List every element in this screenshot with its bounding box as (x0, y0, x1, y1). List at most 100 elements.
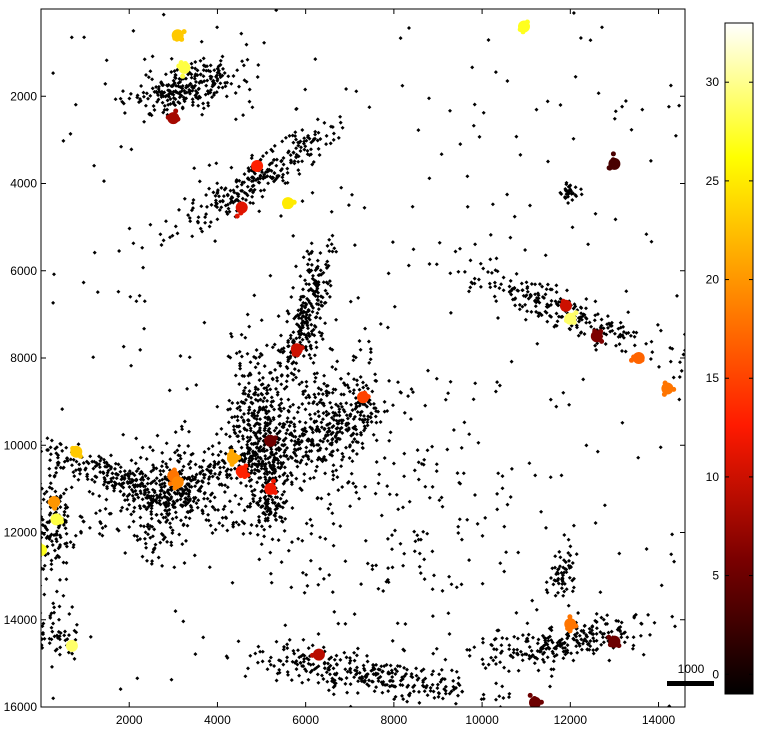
hotspot-point (611, 164, 617, 170)
x-tick-label: 12000 (554, 713, 588, 727)
point (207, 475, 212, 479)
point (210, 95, 214, 100)
point (311, 138, 316, 143)
point (215, 191, 220, 196)
point (330, 125, 335, 129)
point (256, 439, 261, 444)
point (257, 209, 262, 214)
hotspot-point (663, 387, 668, 393)
point (331, 137, 336, 142)
hotspot-point (228, 456, 234, 462)
point (291, 372, 296, 377)
point (240, 434, 245, 439)
point (154, 85, 159, 89)
point (226, 74, 231, 79)
point (219, 185, 224, 190)
x-tick-label: 10000 (465, 713, 499, 727)
point (171, 96, 176, 100)
point (216, 85, 221, 90)
point (305, 249, 310, 254)
hotspot-point (593, 334, 599, 340)
point (203, 215, 208, 220)
point (152, 108, 157, 112)
point (245, 184, 250, 189)
point (295, 313, 300, 317)
point (285, 373, 290, 378)
point (302, 320, 307, 325)
point (161, 110, 166, 115)
point (190, 201, 195, 206)
point (223, 80, 228, 85)
point (313, 315, 318, 320)
y-tick-label: 2000 (10, 89, 37, 103)
point (313, 129, 318, 134)
point (159, 89, 164, 94)
hotspot-point (34, 549, 39, 554)
hotspot-point (521, 23, 527, 28)
hotspot-point (567, 614, 573, 620)
hotspot-point (573, 623, 579, 629)
point (190, 88, 195, 93)
point (275, 440, 280, 445)
point (263, 454, 268, 458)
hotspot-point (295, 347, 301, 353)
point (285, 166, 290, 171)
point (199, 484, 204, 489)
point (216, 476, 221, 481)
hotspot-point (284, 202, 290, 208)
point (98, 508, 102, 513)
point (162, 107, 167, 112)
point (159, 243, 164, 247)
point (236, 439, 241, 444)
point (144, 91, 149, 96)
point (161, 238, 166, 243)
point (186, 213, 191, 218)
hotspot-point (610, 151, 616, 157)
point (227, 209, 232, 214)
point (201, 74, 206, 79)
hotspot-point (180, 73, 186, 79)
point (249, 156, 254, 161)
point (237, 84, 241, 89)
point (194, 501, 199, 506)
point (223, 84, 228, 89)
x-tick-label: 2000 (116, 713, 143, 727)
point (329, 209, 334, 214)
point (315, 117, 320, 122)
point (262, 188, 267, 193)
point (204, 193, 209, 197)
point (215, 78, 220, 83)
point (250, 153, 255, 158)
point (354, 89, 359, 94)
colorbar-tick-label: 15 (706, 371, 720, 385)
point (172, 81, 177, 85)
point (245, 193, 250, 198)
point (434, 376, 439, 381)
x-tick-label: 4000 (204, 713, 231, 727)
point (180, 105, 185, 110)
point (205, 467, 209, 472)
point (298, 274, 303, 279)
point (284, 379, 289, 384)
hotspot-point (272, 435, 278, 441)
x-tick-label: 8000 (381, 713, 408, 727)
point (300, 310, 305, 315)
hotspot-point (71, 449, 77, 455)
point (215, 205, 220, 210)
point (122, 111, 127, 115)
point (315, 138, 320, 143)
point (280, 139, 285, 144)
point (210, 84, 215, 89)
point (225, 192, 230, 197)
hotspot-point (599, 338, 605, 344)
hotspot-point (592, 328, 598, 334)
point (213, 461, 218, 466)
hotspot-point (567, 628, 573, 634)
scale-bar-label: 1000 (678, 662, 705, 676)
point (141, 94, 146, 99)
point (255, 176, 260, 181)
point (303, 344, 308, 349)
point (169, 84, 174, 89)
point (233, 91, 238, 95)
point (197, 179, 202, 184)
